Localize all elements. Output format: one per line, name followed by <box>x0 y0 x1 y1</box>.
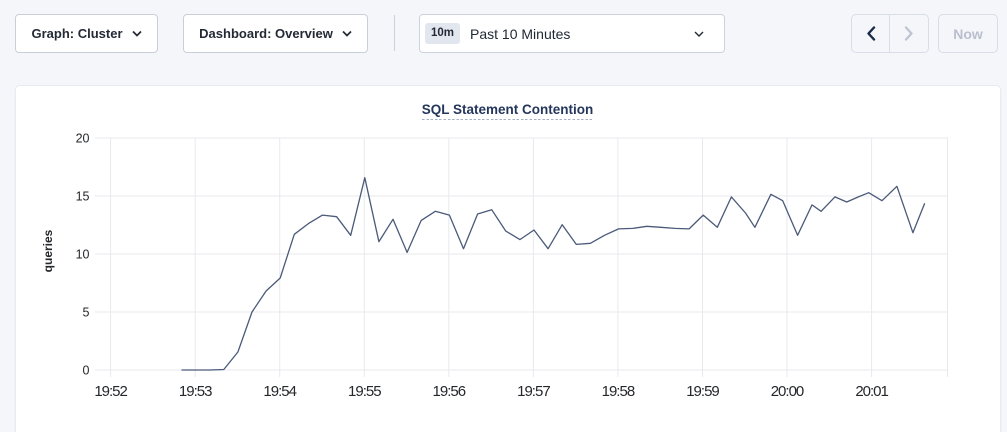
svg-text:19:54: 19:54 <box>263 383 296 400</box>
svg-text:19:56: 19:56 <box>433 383 466 400</box>
svg-text:5: 5 <box>83 306 90 320</box>
svg-text:19:58: 19:58 <box>602 383 635 400</box>
svg-text:19:59: 19:59 <box>686 383 719 400</box>
svg-text:0: 0 <box>83 364 90 378</box>
svg-text:19:57: 19:57 <box>517 383 550 400</box>
svg-text:queries: queries <box>41 229 55 272</box>
svg-text:19:53: 19:53 <box>179 383 212 400</box>
svg-text:20:00: 20:00 <box>771 383 804 400</box>
svg-text:15: 15 <box>76 190 90 204</box>
svg-text:19:55: 19:55 <box>348 383 381 400</box>
svg-text:19:52: 19:52 <box>94 383 127 400</box>
svg-text:20:01: 20:01 <box>855 383 888 400</box>
svg-text:20: 20 <box>76 132 90 146</box>
svg-text:10: 10 <box>76 248 90 262</box>
